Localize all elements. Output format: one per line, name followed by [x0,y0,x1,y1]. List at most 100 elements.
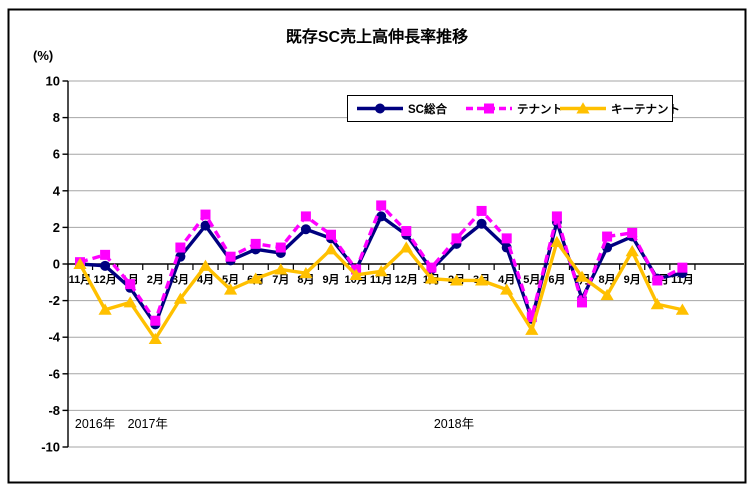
legend-label: テナント [517,103,563,116]
y-tick-label: -8 [48,403,60,418]
month-label: 11月 [671,273,694,286]
y-tick-label: 0 [53,257,60,272]
marker-tenant [476,205,487,216]
marker-key-tenant [198,259,213,271]
marker-key-tenant [224,283,238,295]
y-tick-label: -10 [41,440,60,455]
y-tick-label: -2 [48,293,60,308]
y-tick-label: 6 [53,147,60,162]
marker-tenant [526,312,537,323]
month-label: 4月 [498,273,515,286]
marker-tenant [577,297,587,308]
month-label: 12月 [93,273,116,286]
month-label: 5月 [523,273,540,286]
year-label: 2017年 [128,417,168,431]
marker-tenant [652,275,663,286]
marker-tenant [326,229,336,240]
marker-key-tenant [98,303,112,315]
marker-key-tenant [625,244,639,257]
month-label: 6月 [548,273,565,286]
month-label: 4月 [197,273,214,286]
marker-tenant [150,315,161,326]
legend-item-sc-total: SC総合 [357,102,447,116]
marker-tenant [451,233,462,244]
marker-tenant [627,227,638,238]
legend-item-tenant: テナント [466,103,563,116]
legend-marker-circle-icon [375,103,385,114]
year-label: 2018年 [434,417,474,431]
marker-key-tenant [274,263,288,275]
marker-sc-total [476,218,487,229]
marker-tenant [200,209,211,220]
marker-key-tenant [249,272,263,284]
legend: SC総合 テナント キーテナント [347,95,680,122]
marker-key-tenant [148,332,162,345]
marker-key-tenant [575,270,589,282]
y-tick-label: -6 [48,366,60,381]
marker-tenant [175,242,186,253]
frame-border [7,8,747,484]
marker-tenant [300,211,311,222]
marker-key-tenant [374,265,388,277]
marker-key-tenant [550,235,564,248]
month-label: 5月 [222,273,239,286]
legend-label: SC総合 [408,102,447,116]
series-line-tenant [79,203,684,323]
month-label: 9月 [322,273,339,286]
marker-key-tenant [500,283,514,295]
marker-key-tenant [324,243,338,255]
marker-key-tenant [123,296,137,308]
marker-sc-total [200,220,211,231]
legend-label: キーテナント [611,103,680,116]
marker-key-tenant [650,298,664,310]
legend-item-key-tenant: キーテナント [560,102,680,116]
marker-tenant [501,233,512,244]
marker-key-tenant [675,303,689,315]
month-label: 9月 [624,273,641,286]
legend-marker-triangle-icon [576,102,590,114]
marker-sc-total [376,211,387,222]
y-tick-label: -4 [48,330,60,345]
plot-area: -10-8-6-4-2024681011月12月1月2月3月4月5月6月7月8月… [41,74,744,455]
marker-key-tenant [73,257,87,269]
month-label: 3月 [172,273,189,286]
series-markers-tenant [75,200,688,326]
marker-tenant [426,262,437,273]
marker-tenant [401,226,412,237]
marker-key-tenant [173,292,187,304]
year-label: 2016年 [75,417,115,431]
month-label: 2月 [147,273,164,286]
marker-key-tenant [299,266,313,279]
marker-key-tenant [349,268,363,280]
marker-key-tenant [525,323,539,335]
legend-marker-square-icon [484,103,494,114]
marker-key-tenant [475,274,489,286]
chart-title: 既存SC売上高伸長率推移 [286,27,468,46]
month-label: 7月 [272,273,289,286]
marker-tenant [677,262,688,273]
month-label: 12月 [395,273,418,286]
marker-tenant [250,238,261,249]
series-markers-key-tenant [73,235,689,345]
y-tick-label: 2 [53,220,60,235]
marker-sc-total [100,260,111,271]
y-tick-label: 4 [53,183,61,198]
series-line-key-tenant [78,240,683,341]
marker-key-tenant [449,274,464,286]
marker-tenant [602,231,613,242]
marker-tenant [100,249,111,260]
y-axis-unit-label: (%) [33,48,53,63]
y-tick-label: 10 [46,74,60,89]
marker-tenant [275,242,286,253]
marker-tenant [125,279,136,290]
marker-key-tenant [424,272,438,284]
marker-sc-total [300,224,311,235]
marker-tenant [376,200,387,211]
marker-key-tenant [600,288,614,301]
month-label: 8月 [599,273,616,286]
marker-key-tenant [399,241,413,253]
marker-tenant [225,251,236,262]
y-tick-label: 8 [53,110,60,125]
